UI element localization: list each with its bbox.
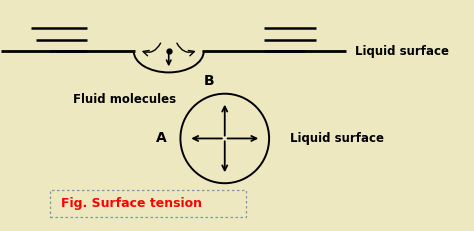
Text: Fluid molecules: Fluid molecules xyxy=(73,93,176,106)
Text: B: B xyxy=(204,74,214,88)
Text: Liquid surface: Liquid surface xyxy=(290,132,384,145)
Text: A: A xyxy=(155,131,166,146)
Text: Liquid surface: Liquid surface xyxy=(356,45,449,58)
Text: Fig. Surface tension: Fig. Surface tension xyxy=(61,198,202,210)
